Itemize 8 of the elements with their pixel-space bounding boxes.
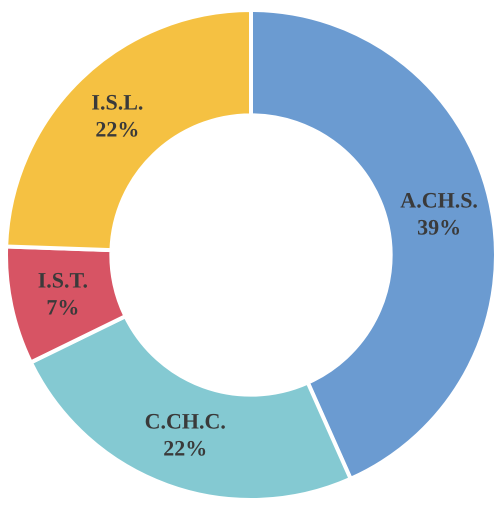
- slice-label: I.S.T.: [38, 268, 88, 293]
- slice-label: C.CH.C.: [144, 408, 226, 434]
- data-label: 39%: [417, 214, 462, 240]
- slice-label: I.S.L.: [91, 89, 144, 114]
- data-label: 22%: [163, 435, 208, 460]
- slice-label: A.CH.S.: [400, 188, 478, 213]
- data-label: 22%: [95, 116, 140, 142]
- data-label: 7%: [46, 294, 80, 320]
